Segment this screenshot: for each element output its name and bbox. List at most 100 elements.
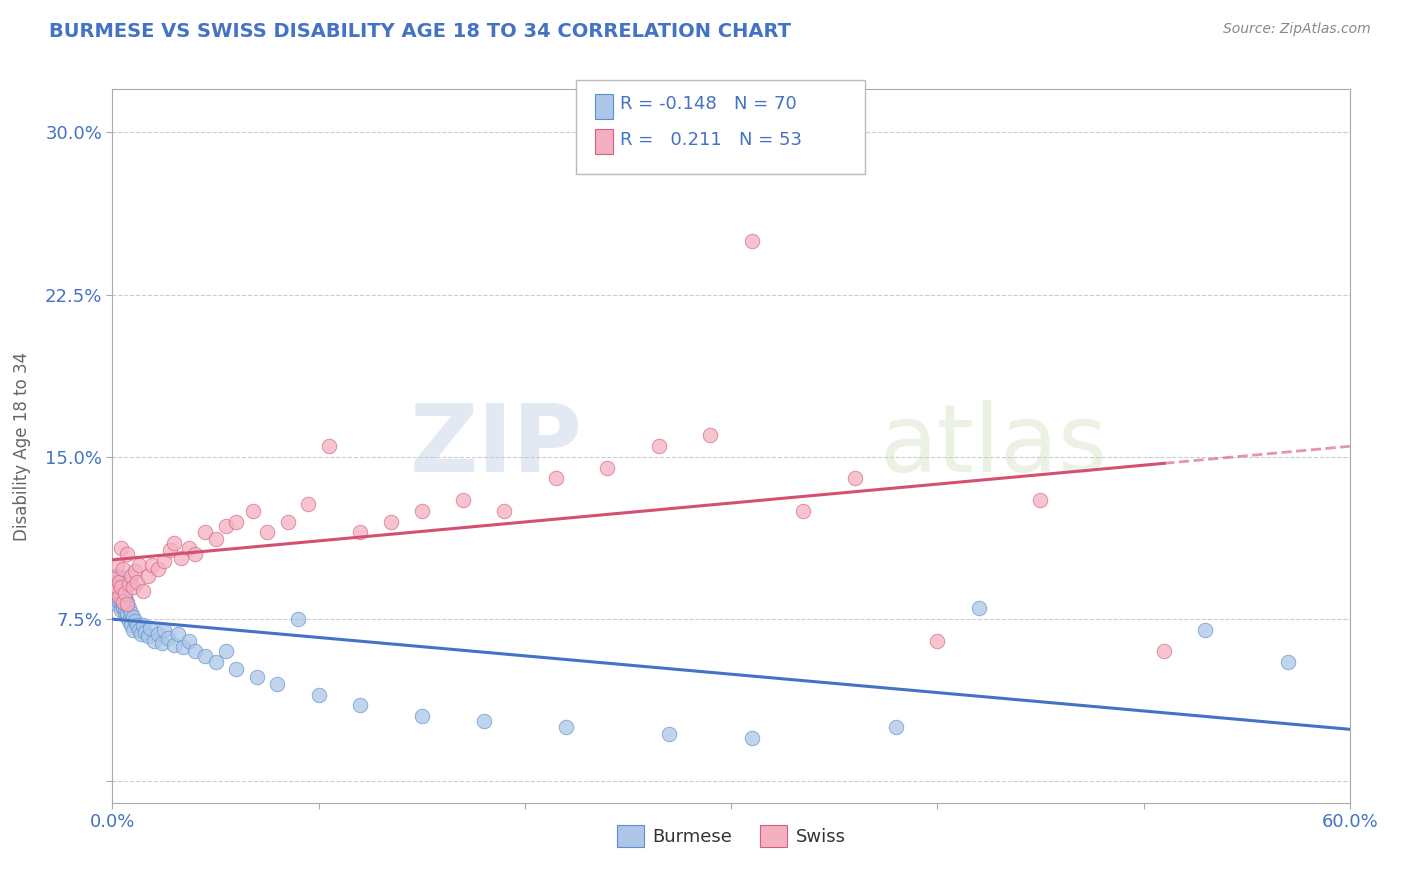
Point [118,614,141,628]
Point [128,558,150,572]
Point [103,583,125,598]
Point [184,547,207,561]
Point [111,577,134,591]
Point [494,504,516,518]
Point [349,698,371,713]
Point [105,591,128,605]
Point [146,627,169,641]
Point [131,627,153,641]
Point [204,655,226,669]
Point [111,562,134,576]
Point [141,558,163,572]
Point [107,595,129,609]
Point [741,234,763,248]
Point [215,519,238,533]
Point [115,610,138,624]
Point [110,580,132,594]
Point [115,547,138,561]
Point [153,623,176,637]
Point [184,644,207,658]
Point [105,575,128,590]
Point [648,439,671,453]
Point [555,720,578,734]
Point [411,504,433,518]
Point [107,588,129,602]
Point [792,504,814,518]
Point [107,568,129,582]
Text: atlas: atlas [880,400,1108,492]
Point [122,610,145,624]
Point [256,525,278,540]
Point [277,515,299,529]
Point [225,662,247,676]
Point [169,551,191,566]
Legend: Burmese, Swiss: Burmese, Swiss [609,818,853,855]
Point [884,720,907,734]
Point [110,582,132,596]
Point [1194,623,1216,637]
Point [194,525,217,540]
Point [115,597,138,611]
Point [242,504,264,518]
Point [105,597,128,611]
Point [111,595,134,609]
Point [1029,493,1052,508]
Point [150,636,173,650]
Point [127,618,149,632]
Point [287,612,309,626]
Point [103,580,125,594]
Point [153,553,176,567]
Point [132,583,155,598]
Text: R = -0.148   N = 70: R = -0.148 N = 70 [620,95,797,113]
Point [967,601,990,615]
Point [138,621,160,635]
Point [699,428,721,442]
Point [225,515,247,529]
Point [136,629,159,643]
Point [411,709,433,723]
Point [103,568,125,582]
Point [111,586,134,600]
Point [380,515,402,529]
Point [927,633,949,648]
Point [103,573,125,587]
Point [105,568,128,582]
Point [120,606,142,620]
Point [105,580,128,594]
Text: BURMESE VS SWISS DISABILITY AGE 18 TO 34 CORRELATION CHART: BURMESE VS SWISS DISABILITY AGE 18 TO 34… [49,22,792,41]
Point [111,595,134,609]
Point [110,591,132,605]
Point [124,614,146,628]
Point [114,606,136,620]
Point [204,532,226,546]
Point [146,562,169,576]
Point [167,627,190,641]
Point [118,577,141,591]
Point [194,648,217,663]
Point [103,583,125,598]
Point [142,633,165,648]
Point [266,677,288,691]
Point [163,638,186,652]
Point [472,714,495,728]
Point [128,623,150,637]
Point [120,568,142,582]
Point [741,731,763,745]
Point [308,688,330,702]
Point [1277,655,1299,669]
Point [157,632,180,646]
Point [114,601,136,615]
Point [596,460,619,475]
Point [136,568,159,582]
Point [122,580,145,594]
Point [105,586,128,600]
Point [215,644,238,658]
Point [111,601,134,615]
Point [544,471,567,485]
Text: R =   0.211   N = 53: R = 0.211 N = 53 [620,131,801,149]
Text: Source: ZipAtlas.com: Source: ZipAtlas.com [1223,22,1371,37]
Point [107,583,129,598]
Point [115,595,138,609]
Point [124,565,146,579]
Point [107,591,129,605]
